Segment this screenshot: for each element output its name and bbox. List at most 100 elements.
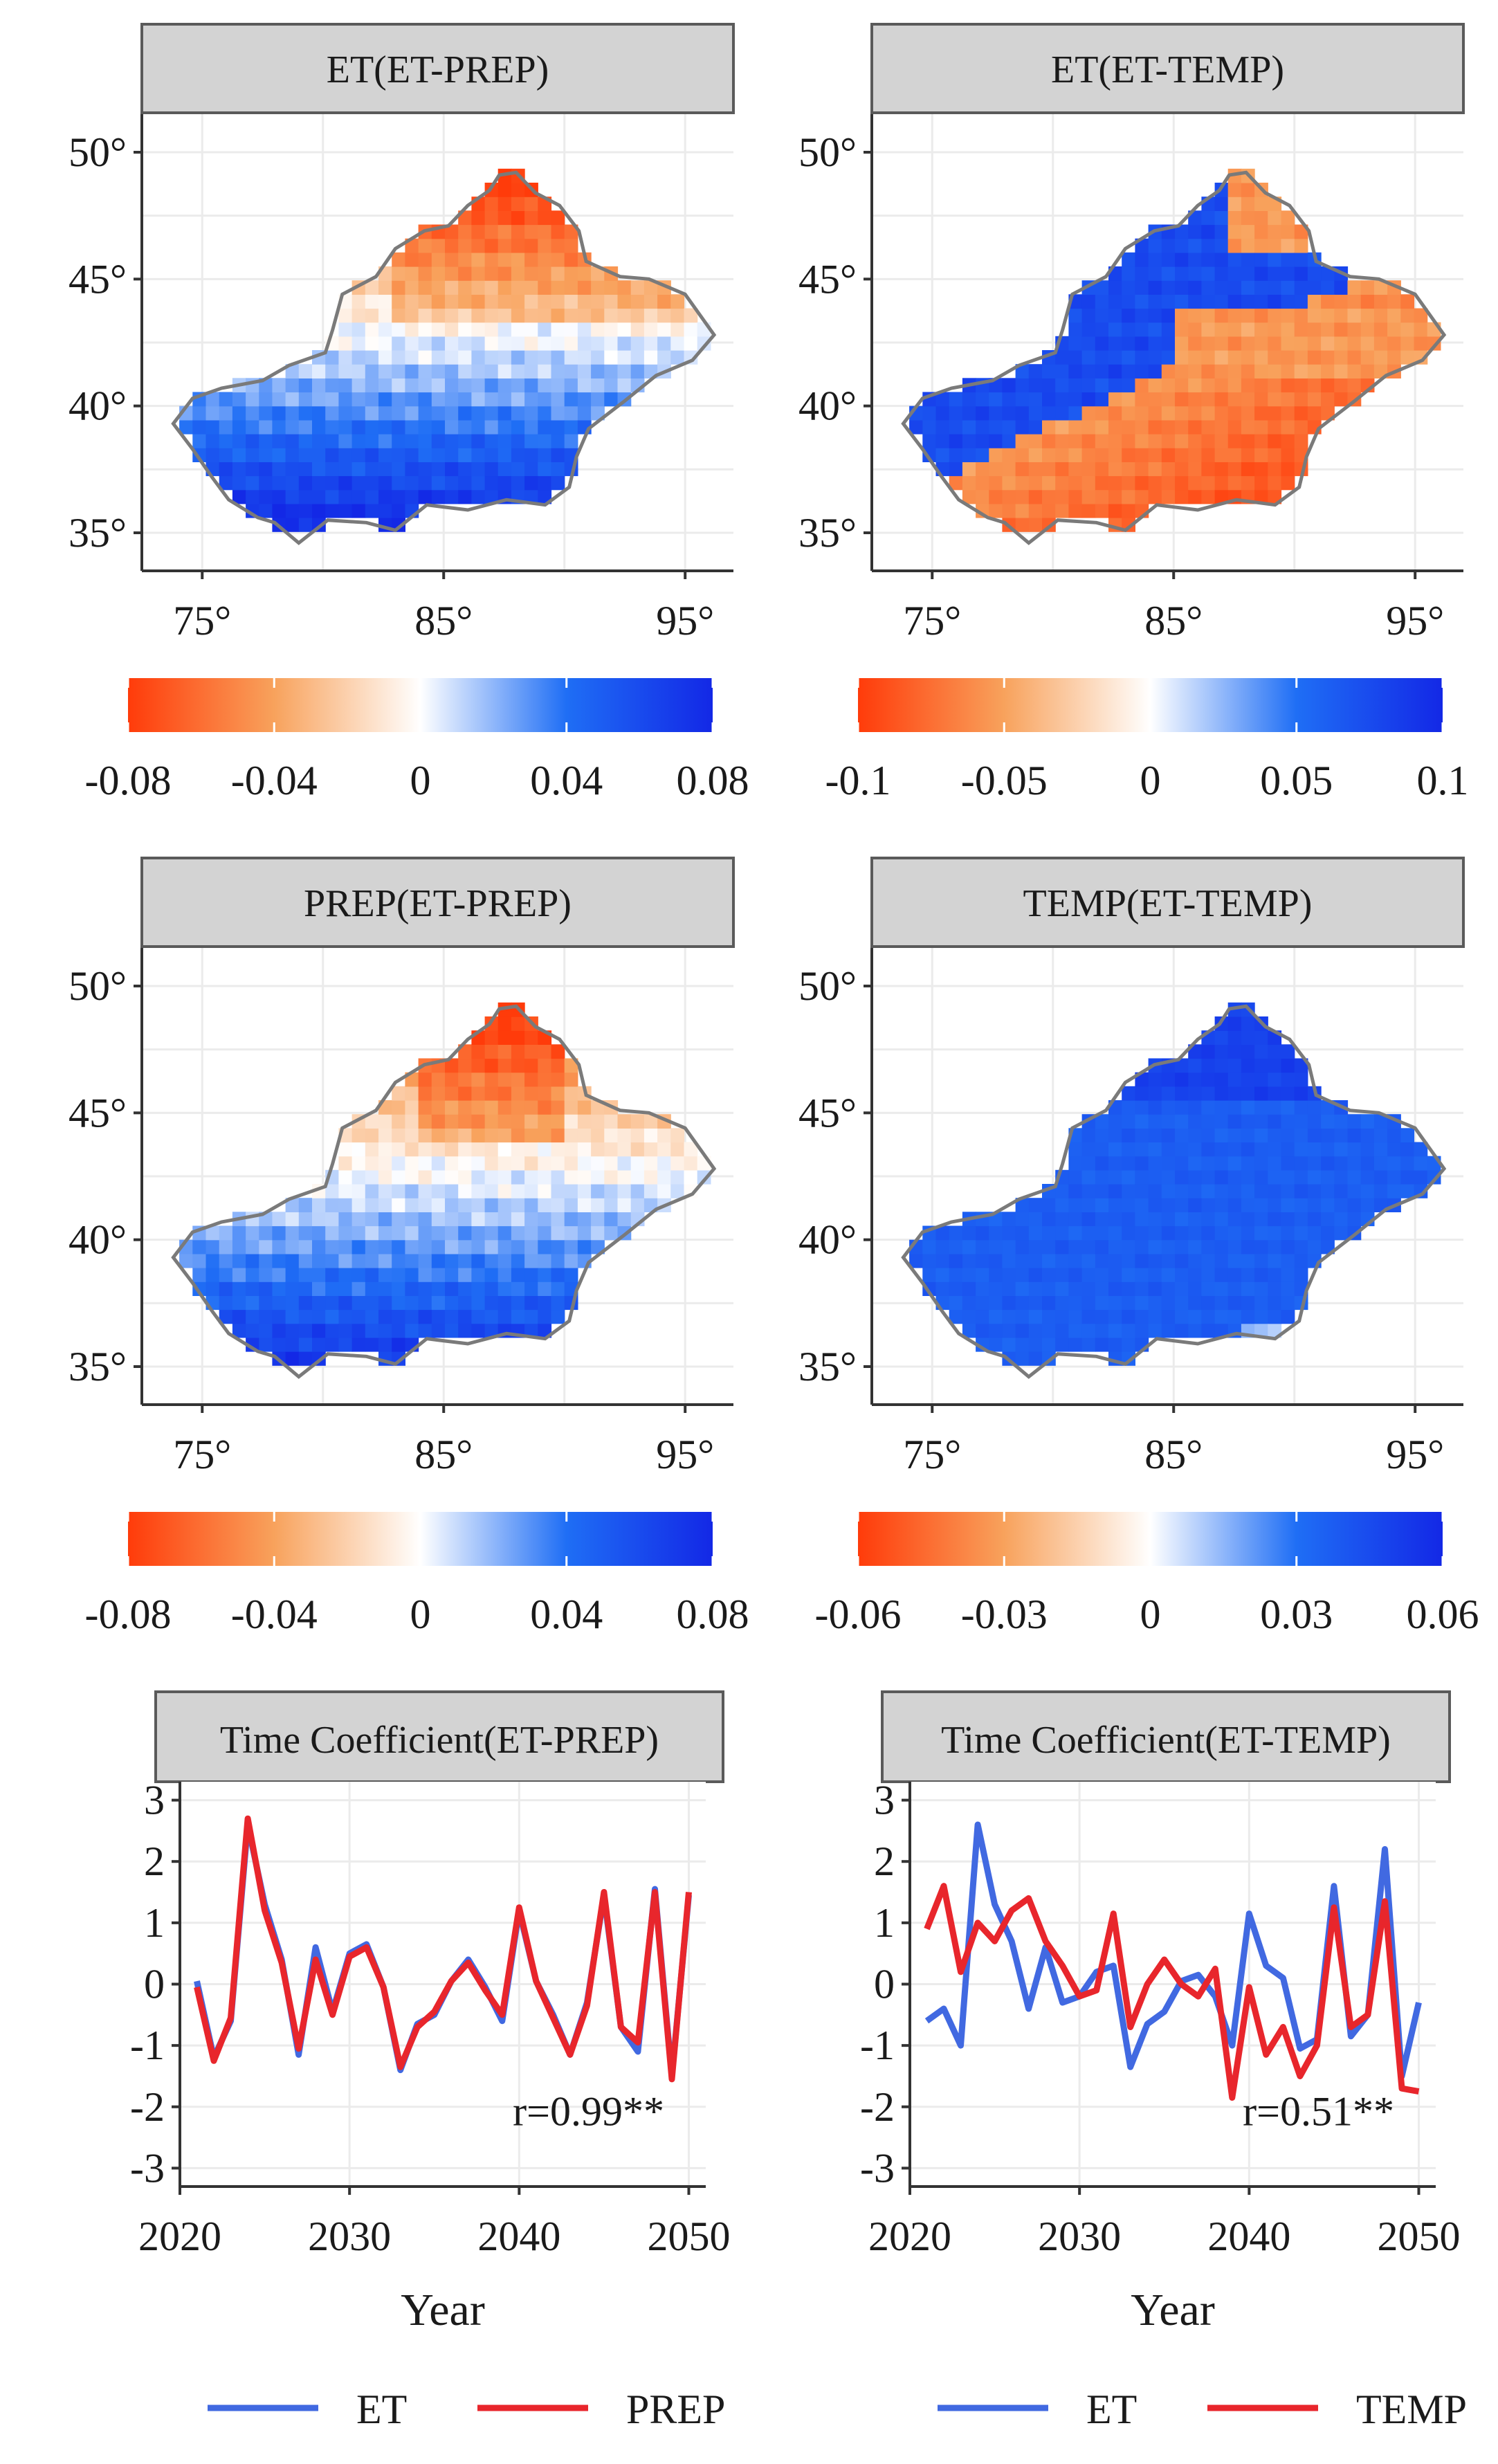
raster-cell — [1081, 392, 1096, 407]
raster-cell — [524, 1169, 538, 1185]
raster-cell — [1188, 322, 1202, 337]
raster-cell — [511, 475, 525, 491]
raster-cell — [551, 1309, 565, 1324]
raster-cell — [1307, 294, 1322, 309]
raster-cell — [325, 419, 339, 435]
raster-cell — [538, 1128, 552, 1143]
raster-cell — [630, 294, 645, 309]
raster-cell — [325, 448, 339, 462]
raster-cell — [392, 1169, 405, 1185]
raster-cell — [378, 419, 392, 435]
x-tick-label: 2020 — [138, 2214, 221, 2259]
raster-cell — [1334, 1114, 1349, 1129]
raster-cell — [232, 434, 246, 448]
raster-cell — [1214, 266, 1229, 281]
raster-cell — [1095, 280, 1109, 295]
raster-cell — [246, 1309, 259, 1324]
x-tick-label: 75° — [903, 598, 961, 644]
raster-cell — [445, 1198, 459, 1212]
raster-cell — [1135, 1253, 1149, 1268]
raster-cell — [1281, 1114, 1295, 1129]
raster-cell — [1002, 434, 1016, 448]
raster-cell — [1254, 1058, 1268, 1073]
raster-cell — [205, 434, 220, 448]
raster-cell — [445, 350, 459, 365]
raster-cell — [1081, 1295, 1096, 1311]
region-boundary — [901, 1004, 1447, 1379]
raster-cell — [1175, 1253, 1189, 1268]
raster-cell — [365, 475, 379, 491]
raster-cell — [1268, 448, 1282, 462]
raster-cell — [445, 1212, 459, 1227]
raster-cell — [1281, 475, 1295, 491]
raster-cell — [1294, 280, 1308, 295]
raster-cell — [949, 1225, 963, 1241]
raster-cell — [351, 322, 366, 337]
raster-cell — [1042, 1309, 1056, 1324]
raster-cell — [1175, 1198, 1189, 1212]
raster-cell — [497, 1169, 512, 1185]
y-tick-label: -2 — [860, 2084, 895, 2130]
raster-cell — [511, 1156, 525, 1171]
raster-cell — [365, 1323, 379, 1338]
raster-cell — [1135, 336, 1149, 351]
raster-cell — [1122, 1169, 1135, 1185]
colorbar-label: -0.08 — [85, 1591, 172, 1637]
raster-cell — [392, 1268, 405, 1282]
raster-cell — [1241, 294, 1255, 309]
raster-cell — [418, 448, 432, 462]
raster-cell — [418, 419, 432, 435]
raster-cell — [1254, 1128, 1268, 1143]
raster-cell — [1201, 1072, 1216, 1087]
raster-cell — [1373, 308, 1388, 323]
raster-cell — [1268, 1156, 1282, 1171]
raster-cell — [431, 1156, 446, 1171]
raster-cell — [591, 1156, 605, 1171]
raster-cell — [630, 1114, 645, 1129]
raster-cell — [285, 1295, 300, 1311]
raster-cell — [989, 1281, 1003, 1296]
raster-cell — [285, 1212, 300, 1227]
region-boundary — [171, 170, 717, 545]
raster-cell — [1241, 392, 1255, 407]
raster-cell — [1227, 266, 1242, 281]
raster-cell — [1002, 1212, 1016, 1227]
raster-cell — [538, 1253, 552, 1268]
raster-cell — [484, 1169, 499, 1185]
raster-cell — [538, 1198, 552, 1212]
raster-cell — [378, 1295, 392, 1311]
raster-cell — [1095, 1142, 1109, 1157]
raster-cell — [219, 1225, 233, 1241]
raster-cell — [1081, 1169, 1096, 1185]
raster-cell — [1321, 1198, 1335, 1212]
raster-cell — [285, 364, 300, 378]
raster-cell — [272, 1253, 286, 1268]
raster-cell — [392, 1198, 405, 1212]
raster-cell — [431, 475, 446, 491]
raster-cell — [1227, 1253, 1242, 1268]
raster-cell — [949, 1309, 963, 1324]
raster-cell — [538, 1281, 552, 1296]
raster-cell — [378, 364, 392, 378]
raster-cell — [246, 1337, 259, 1352]
raster-cell — [1241, 197, 1255, 211]
raster-cell — [1175, 1212, 1189, 1227]
raster-cell — [657, 322, 671, 337]
raster-cell — [564, 336, 578, 351]
raster-cell — [538, 1169, 552, 1185]
raster-cell — [484, 210, 499, 226]
raster-cell — [511, 1058, 525, 1073]
raster-cell — [1373, 1184, 1388, 1198]
raster-cell — [471, 1100, 486, 1115]
raster-cell — [378, 294, 392, 309]
raster-cell — [312, 378, 326, 393]
raster-cell — [1002, 462, 1016, 477]
raster-cell — [445, 1169, 459, 1185]
raster-cell — [577, 378, 592, 393]
raster-cell — [1201, 238, 1216, 253]
raster-cell — [551, 1114, 565, 1129]
y-tick-label: -1 — [130, 2023, 165, 2068]
raster-cell — [484, 224, 499, 239]
raster-cell — [232, 1323, 246, 1338]
raster-cell — [1268, 1142, 1282, 1157]
